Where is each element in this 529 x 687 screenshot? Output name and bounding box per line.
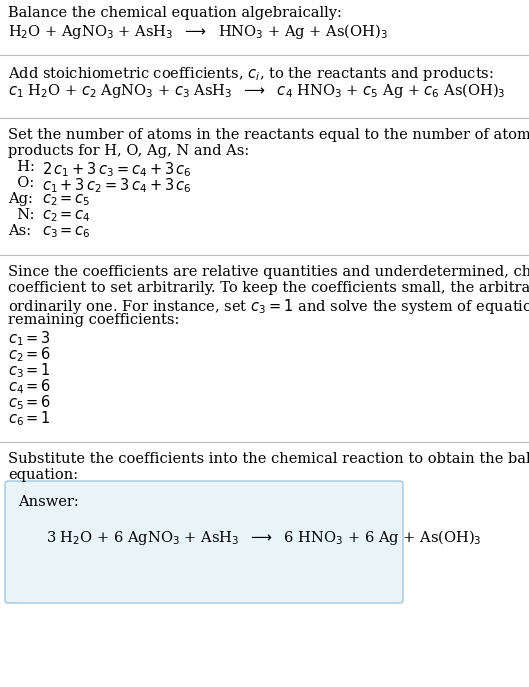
Text: Answer:: Answer: [18, 495, 79, 509]
Text: $c_1 = 3$: $c_1 = 3$ [8, 329, 51, 348]
Text: Since the coefficients are relative quantities and underdetermined, choose a: Since the coefficients are relative quan… [8, 265, 529, 279]
Text: $c_1$ H$_2$O + $c_2$ AgNO$_3$ + $c_3$ AsH$_3$  $\longrightarrow$  $c_4$ HNO$_3$ : $c_1$ H$_2$O + $c_2$ AgNO$_3$ + $c_3$ As… [8, 81, 506, 100]
Text: $c_2 = c_4$: $c_2 = c_4$ [42, 208, 91, 224]
Text: Balance the chemical equation algebraically:: Balance the chemical equation algebraica… [8, 6, 342, 20]
FancyBboxPatch shape [5, 481, 403, 603]
Text: equation:: equation: [8, 468, 78, 482]
Text: $c_2 = 6$: $c_2 = 6$ [8, 345, 51, 363]
Text: remaining coefficients:: remaining coefficients: [8, 313, 179, 327]
Text: N:: N: [8, 208, 34, 222]
Text: $c_3 = 1$: $c_3 = 1$ [8, 361, 51, 380]
Text: $2\,c_1 + 3\,c_3 = c_4 + 3\,c_6$: $2\,c_1 + 3\,c_3 = c_4 + 3\,c_6$ [42, 160, 192, 179]
Text: Set the number of atoms in the reactants equal to the number of atoms in the: Set the number of atoms in the reactants… [8, 128, 529, 142]
Text: products for H, O, Ag, N and As:: products for H, O, Ag, N and As: [8, 144, 249, 158]
Text: Ag:: Ag: [8, 192, 33, 206]
Text: $c_1 + 3\,c_2 = 3\,c_4 + 3\,c_6$: $c_1 + 3\,c_2 = 3\,c_4 + 3\,c_6$ [42, 176, 192, 194]
Text: $c_3 = c_6$: $c_3 = c_6$ [42, 224, 91, 240]
Text: Substitute the coefficients into the chemical reaction to obtain the balanced: Substitute the coefficients into the che… [8, 452, 529, 466]
Text: $c_5 = 6$: $c_5 = 6$ [8, 393, 51, 412]
Text: coefficient to set arbitrarily. To keep the coefficients small, the arbitrary va: coefficient to set arbitrarily. To keep … [8, 281, 529, 295]
Text: Add stoichiometric coefficients, $c_i$, to the reactants and products:: Add stoichiometric coefficients, $c_i$, … [8, 65, 494, 83]
Text: H:: H: [8, 160, 35, 174]
Text: As:: As: [8, 224, 31, 238]
Text: $c_4 = 6$: $c_4 = 6$ [8, 377, 51, 396]
Text: $c_2 = c_5$: $c_2 = c_5$ [42, 192, 90, 207]
Text: $c_6 = 1$: $c_6 = 1$ [8, 409, 51, 428]
Text: H$_2$O + AgNO$_3$ + AsH$_3$  $\longrightarrow$  HNO$_3$ + Ag + As(OH)$_3$: H$_2$O + AgNO$_3$ + AsH$_3$ $\longrighta… [8, 22, 388, 41]
Text: 3 H$_2$O + 6 AgNO$_3$ + AsH$_3$  $\longrightarrow$  6 HNO$_3$ + 6 Ag + As(OH)$_3: 3 H$_2$O + 6 AgNO$_3$ + AsH$_3$ $\longri… [46, 528, 481, 547]
Text: O:: O: [8, 176, 34, 190]
Text: ordinarily one. For instance, set $c_3 = 1$ and solve the system of equations fo: ordinarily one. For instance, set $c_3 =… [8, 297, 529, 316]
